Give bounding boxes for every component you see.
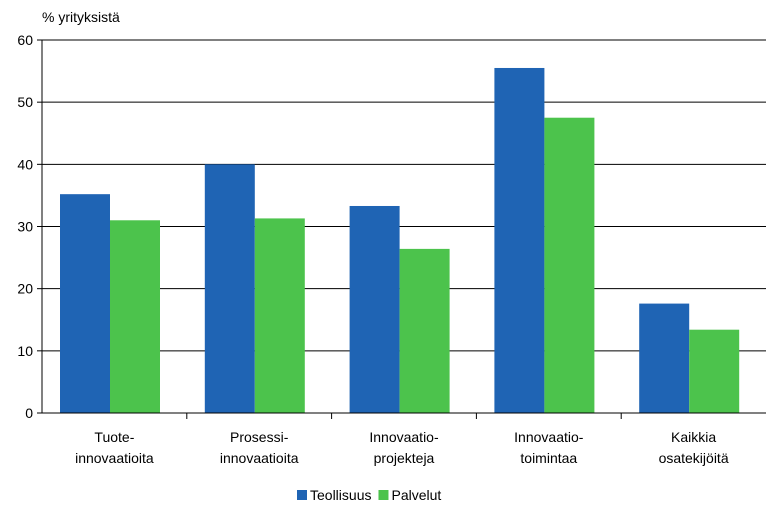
legend-swatch xyxy=(297,490,307,500)
y-tick-label: 40 xyxy=(17,156,33,172)
x-tick-label: Kaikkia osatekijöitä xyxy=(659,429,729,466)
x-tick-label: Innovaatio-projekteja xyxy=(369,429,439,466)
y-tick-label: 20 xyxy=(17,281,33,297)
bar-series-2 xyxy=(110,220,160,413)
bar-series-1 xyxy=(494,67,545,413)
legend-label: Teollisuus xyxy=(310,487,371,503)
y-tick-label: 10 xyxy=(17,343,33,359)
x-tick-label: Prosessi-innovaatioita xyxy=(220,429,299,466)
x-tick-label: Innovaatio-toimintaa xyxy=(514,429,584,466)
y-tick-label: 60 xyxy=(17,32,33,48)
y-tick-label: 30 xyxy=(17,219,33,235)
bar-series-2 xyxy=(254,218,305,413)
bar-series-1 xyxy=(349,205,400,413)
legend-label: Palvelut xyxy=(391,487,441,503)
y-axis-label: % yrityksistä xyxy=(42,9,120,25)
x-tick-labels: Tuote-innovaatioita Prosessi-innovaatioit… xyxy=(75,429,729,466)
bar-series-2 xyxy=(689,329,740,413)
bar-series-2 xyxy=(399,248,450,413)
legend-swatch xyxy=(378,490,389,500)
x-tick-label: Tuote-innovaatioita xyxy=(75,429,154,466)
y-tick-label: 50 xyxy=(17,94,33,110)
y-tick-label: 0 xyxy=(25,405,33,421)
legend: Teollisuus Palvelut xyxy=(297,487,441,503)
bar-series-1 xyxy=(204,164,255,413)
bars xyxy=(60,67,740,413)
bar-series-1 xyxy=(60,194,110,413)
bar-series-2 xyxy=(544,117,595,413)
axes xyxy=(37,39,766,419)
bar-series-1 xyxy=(639,303,690,413)
y-tick-labels: 0 10 20 30 40 50 60 xyxy=(17,32,33,421)
